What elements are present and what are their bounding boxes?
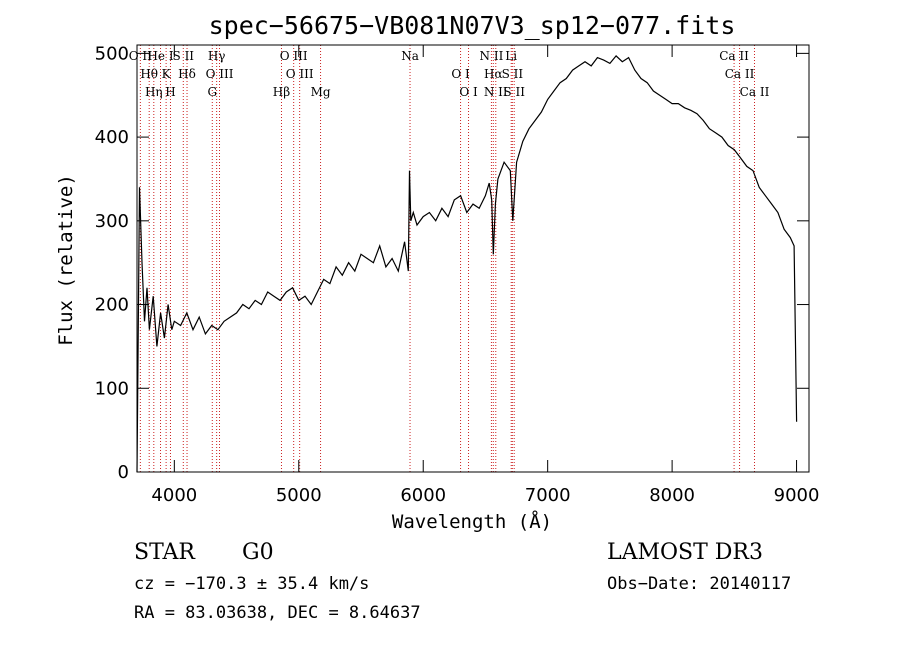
x-tick-label: 6000 — [400, 485, 446, 506]
x-tick-label: 8000 — [649, 485, 695, 506]
spectral-line-label: O I — [451, 67, 470, 81]
spectral-line-label: O III — [286, 67, 314, 81]
x-tick-label: 5000 — [276, 485, 322, 506]
spectral-line-label: Hγ — [208, 49, 226, 63]
spectral-line-label: S II — [502, 67, 524, 81]
spectral-line-label: Hβ — [273, 85, 290, 99]
object-class: STAR — [134, 540, 195, 565]
y-axis-label: Flux (relative) — [55, 174, 77, 346]
y-tick-label: 300 — [95, 211, 129, 232]
spectral-line-label: O I — [459, 85, 478, 99]
spectral-line-label: Ca II — [740, 85, 770, 99]
spectral-line-label: Li — [505, 49, 517, 63]
spectral-line-label: Hδ — [178, 67, 196, 81]
x-axis-label: Wavelength (Å) — [392, 510, 552, 533]
spectral-line-label: Mg — [311, 85, 331, 99]
spectral-line-label: Hθ — [140, 67, 158, 81]
x-axis-ticks: 4000 5000 6000 7000 8000 9000 — [151, 45, 819, 506]
y-tick-label: 0 — [118, 462, 129, 483]
spectral-line-label: O II — [129, 49, 152, 63]
y-tick-label: 500 — [95, 43, 129, 64]
spectral-line-label: O III — [206, 67, 234, 81]
spectral-line-label: Ca II — [719, 49, 749, 63]
spectral-line-label: H — [165, 85, 175, 99]
spectral-line-label: N II — [480, 49, 504, 63]
ra-dec-coordinates: RA = 83.03638, DEC = 8.64637 — [134, 603, 421, 623]
observation-date: Obs−Date: 20140117 — [607, 574, 792, 594]
y-tick-label: 200 — [95, 295, 129, 316]
spectral-line-label: S II — [173, 49, 195, 63]
y-tick-label: 100 — [95, 378, 129, 399]
survey-name: LAMOST DR3 — [607, 540, 763, 565]
spectral-line-labels: O II Hθ Hη He I KH S II Hδ G Hγ O III Hβ O III O III… — [129, 49, 770, 99]
spectral-line-label: K — [162, 67, 172, 81]
spectral-line-label: N II — [484, 85, 508, 99]
spectral-line-label: Na — [401, 49, 419, 63]
y-tick-label: 400 — [95, 127, 129, 148]
plot-frame — [136, 44, 810, 473]
x-tick-label: 7000 — [525, 485, 571, 506]
spectral-line-label: Hη — [145, 85, 163, 99]
flux-series-line — [136, 55, 798, 473]
y-axis-ticks: 0 100 200 300 400 500 — [95, 43, 809, 483]
object-subclass: G0 — [242, 540, 274, 565]
x-tick-label: 4000 — [151, 485, 197, 506]
spectral-line-markers — [139, 45, 755, 472]
chart-title: spec−56675−VB081N07V3_sp12−077.fits — [209, 11, 736, 40]
spectral-line-label: G — [207, 85, 217, 99]
redshift-cz: cz = −170.3 ± 35.4 km/s — [134, 574, 370, 594]
x-tick-label: 9000 — [774, 485, 820, 506]
spectral-line-label: S II — [503, 85, 525, 99]
spectral-line-label: Ca II — [725, 67, 755, 81]
spectral-line-label: Hα — [484, 67, 503, 81]
spectral-line-label: He I — [147, 49, 173, 63]
spectral-line-label: O III — [280, 49, 308, 63]
